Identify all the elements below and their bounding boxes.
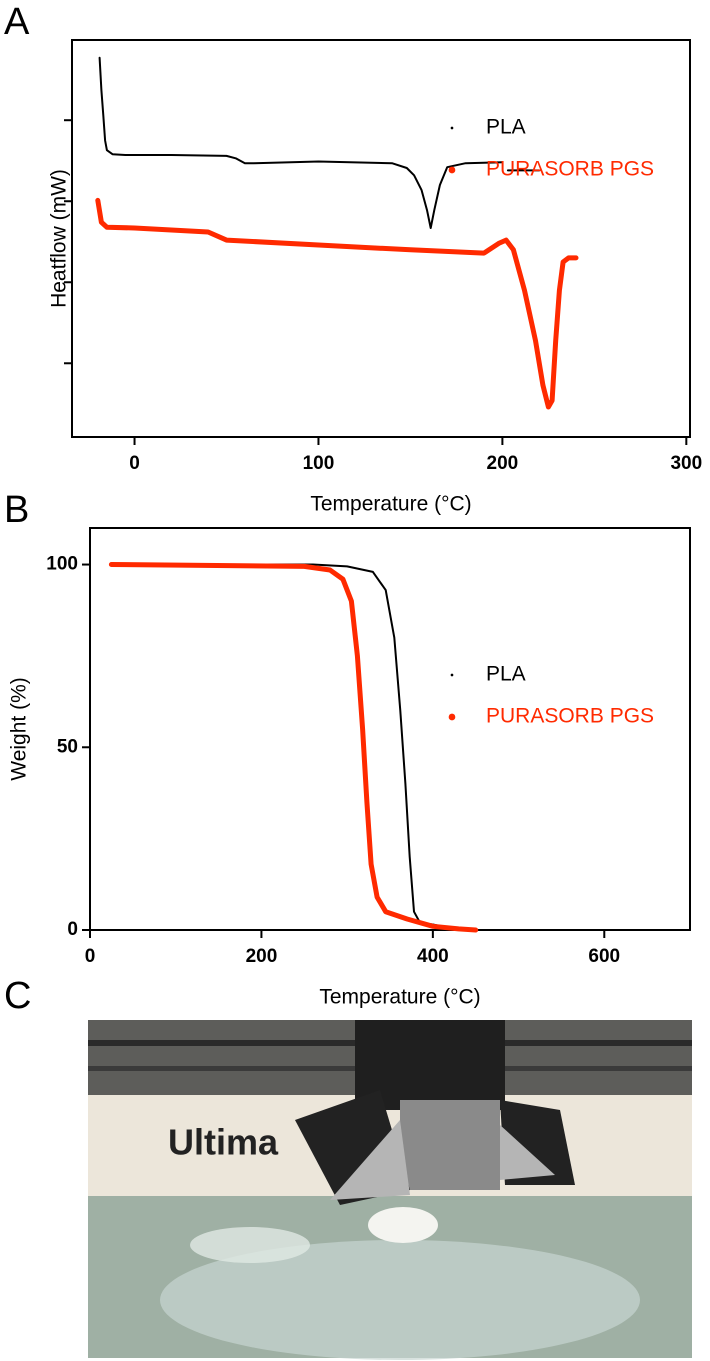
legend-marker — [450, 126, 454, 130]
data-line — [108, 562, 479, 933]
x-tick-label: 100 — [303, 453, 335, 474]
photo: Ultima — [88, 1020, 692, 1360]
x-tick-label: 600 — [588, 946, 620, 967]
x-tick-label: 200 — [246, 946, 278, 967]
legend-label: PURASORB PGS — [486, 705, 654, 728]
data-line — [110, 563, 537, 931]
x-tick-label: 200 — [487, 453, 519, 474]
x-axis-title: Temperature (°C) — [310, 493, 471, 516]
panel-label: A — [4, 1, 30, 43]
legend-marker — [450, 673, 454, 677]
y-tick-label: 50 — [57, 736, 78, 757]
x-tick-label: 0 — [85, 946, 96, 967]
panel-label: B — [4, 489, 29, 531]
y-axis-title: Weight (%) — [8, 677, 31, 780]
y-tick-label: 0 — [67, 919, 78, 940]
x-axis-title: Temperature (°C) — [319, 986, 480, 1009]
data-line — [95, 197, 579, 410]
legend-label: PURASORB PGS — [486, 158, 654, 181]
legend-label: PLA — [486, 116, 526, 139]
panel-label: C — [4, 975, 31, 1017]
plot-frame — [89, 527, 691, 931]
legend-label: PLA — [486, 663, 526, 686]
data-line — [98, 56, 541, 229]
legend-marker — [448, 713, 456, 721]
plot-frame — [71, 39, 691, 438]
x-tick-label: 0 — [129, 453, 140, 474]
x-tick-label: 300 — [670, 453, 702, 474]
photo-text: Ultima — [168, 1122, 279, 1163]
legend-marker — [448, 166, 456, 174]
y-axis-title: Heatflow (mW) — [48, 169, 71, 308]
y-tick-label: 100 — [46, 554, 78, 575]
x-tick-label: 400 — [417, 946, 449, 967]
